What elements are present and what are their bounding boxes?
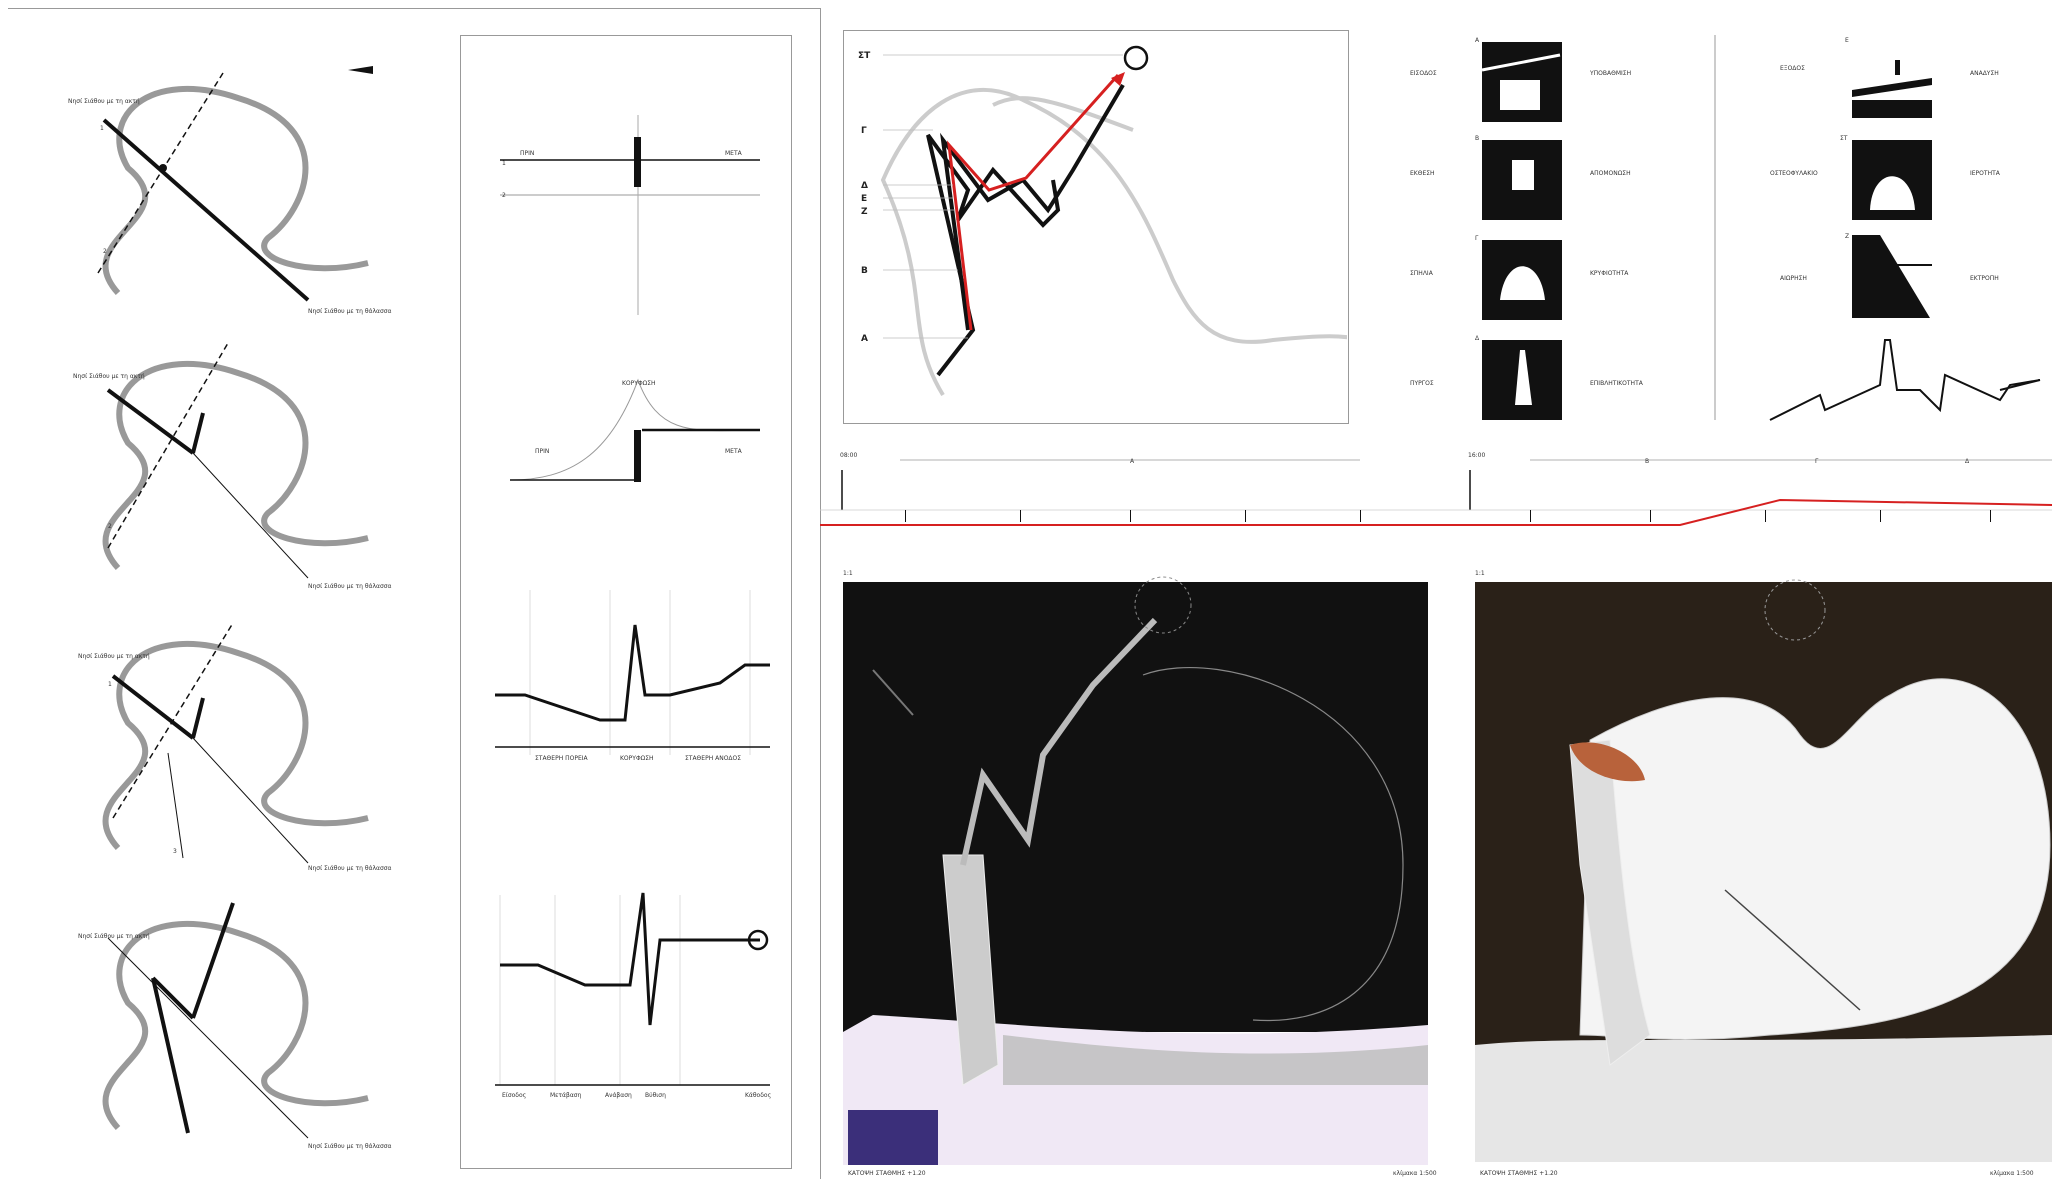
plan-scale: κλίμακα 1:500 (1990, 1170, 2034, 1177)
svg-text:Γ: Γ (1815, 458, 1819, 465)
station-label: ΣΤ (858, 51, 871, 61)
space-type-D: Δ ΠΥΡΓΟΣ ΕΠΙΒΛΗΤΙΚΟΤΗΤΑ (1410, 335, 1644, 420)
svg-text:1: 1 (502, 160, 506, 167)
svg-text:Γ: Γ (1475, 235, 1479, 242)
svg-text:ΑΝΑΔΥΣΗ: ΑΝΑΔΥΣΗ (1970, 70, 1999, 77)
plan-scale: κλίμακα 1:500 (1393, 1170, 1437, 1177)
site-diagram-1: Νησί Σιάθου με τη ακτή Νησί Σιάθου με τη… (68, 72, 392, 315)
start-caption: Νησί Σιάθου με τη ακτή (73, 373, 145, 380)
svg-text:ΣΤΑΘΕΡΗ ΑΝΟΔΟΣ: ΣΤΑΘΕΡΗ ΑΝΟΔΟΣ (685, 755, 741, 762)
svg-text:Β: Β (1645, 458, 1649, 465)
station-label: Β (861, 266, 868, 276)
svg-text:Δ: Δ (1965, 458, 1970, 465)
svg-text:Είσοδος: Είσοδος (502, 1092, 526, 1099)
end-caption: Νησί Σιάθου με τη θάλασσα (308, 583, 392, 590)
station-label: Ζ (861, 207, 868, 217)
svg-text:Βύθιση: Βύθιση (645, 1092, 666, 1099)
end-circle-icon (747, 929, 769, 951)
timeline-strip: 08:00 16:00 Α Β Γ Δ (820, 452, 2052, 526)
plan-right: 1:1 ΚΑΤΟΨΗ ΣΤΑΘΜΗΣ +1.20 κλίμακα 1:500 (1475, 570, 2052, 1177)
svg-text:Δ: Δ (1475, 335, 1480, 342)
space-type-B: Β ΕΚΘΕΣΗ ΑΠΟΜΟΝΩΣΗ (1410, 135, 1631, 220)
svg-text:1: 1 (108, 681, 112, 688)
section-frame (460, 35, 792, 1169)
site-diagrams: Νησί Σιάθου με τη ακτή Νησί Σιάθου με τη… (68, 66, 392, 1150)
site-diagram-2: Νησί Σιάθου με τη ακτή Νησί Σιάθου με τη… (73, 342, 392, 590)
svg-text:1:1: 1:1 (1475, 570, 1485, 577)
elevation-sketch (1769, 339, 2041, 421)
svg-text:16:00: 16:00 (1468, 452, 1485, 459)
section-wave: ΣΤΑΘΕΡΗ ΠΟΡΕΙΑ ΚΟΡΥΦΩΣΗ ΣΤΑΘΕΡΗ ΑΝΟΔΟΣ (495, 590, 770, 762)
plan-caption: ΚΑΤΟΨΗ ΣΤΑΘΜΗΣ +1.20 (848, 1170, 926, 1177)
svg-text:2: 2 (502, 192, 506, 199)
svg-text:ΟΣΤΕΟΦΥΛΑΚΙΟ: ΟΣΤΕΟΦΥΛΑΚΙΟ (1770, 170, 1818, 177)
svg-text:ΠΥΡΓΟΣ: ΠΥΡΓΟΣ (1410, 380, 1434, 387)
route-diagram: ΣΤ Γ Δ Ε Ζ Β Α (858, 45, 1347, 397)
space-type-G: Ζ ΑΙΩΡΗΣΗ ΕΚΤΡΟΠΗ (1780, 233, 1999, 318)
svg-text:ΠΡΙΝ: ΠΡΙΝ (520, 150, 534, 157)
end-caption: Νησί Σιάθου με τη θάλασσα (308, 865, 392, 872)
svg-text:ΣΠΗΛΙΑ: ΣΠΗΛΙΑ (1410, 270, 1434, 277)
svg-text:ΠΡΙΝ: ΠΡΙΝ (535, 448, 549, 455)
space-type-E: Ε ΕΞΟΔΟΣ ΑΝΑΔΥΣΗ (1780, 37, 1999, 122)
svg-text:3: 3 (173, 848, 177, 855)
start-caption: Νησί Σιάθου με τη ακτή (68, 98, 140, 105)
svg-text:Ε: Ε (1845, 37, 1849, 44)
section-before-after: ΠΡΙΝ ΜΕΤΑ 1 2 (500, 115, 760, 315)
svg-text:ΕΙΣΟΔΟΣ: ΕΙΣΟΔΟΣ (1410, 70, 1437, 77)
svg-text:Α: Α (1475, 37, 1480, 44)
start-caption: Νησί Σιάθου με τη ακτή (78, 653, 150, 660)
svg-text:08:00: 08:00 (840, 452, 857, 459)
svg-text:ΑΙΩΡΗΣΗ: ΑΙΩΡΗΣΗ (1780, 275, 1807, 282)
station-label: Γ (861, 126, 867, 136)
svg-text:ΕΠΙΒΛΗΤΙΚΟΤΗΤΑ: ΕΠΙΒΛΗΤΙΚΟΤΗΤΑ (1590, 380, 1644, 387)
svg-text:ΑΠΟΜΟΝΩΣΗ: ΑΠΟΜΟΝΩΣΗ (1590, 170, 1631, 177)
station-label: Ε (861, 194, 867, 204)
svg-text:ΙΕΡΟΤΗΤΑ: ΙΕΡΟΤΗΤΑ (1970, 170, 2001, 177)
section-diagrams: ΠΡΙΝ ΜΕΤΑ 1 2 ΚΟΡΥΦΩΣΗ ΠΡΙΝ ΜΕΤΑ ΣΤΑΘΕΡΗ… (495, 115, 771, 1099)
space-type-C: Γ ΣΠΗΛΙΑ ΚΡΥΦΙΟΤΗΤΑ (1410, 235, 1629, 320)
svg-text:ΕΚΘΕΣΗ: ΕΚΘΕΣΗ (1410, 170, 1435, 177)
north-arrow-icon (348, 66, 373, 74)
svg-text:ΕΞΟΔΟΣ: ΕΞΟΔΟΣ (1780, 65, 1805, 72)
svg-text:1:1: 1:1 (843, 570, 853, 577)
svg-text:ΕΚΤΡΟΠΗ: ΕΚΤΡΟΠΗ (1970, 275, 1999, 282)
site-diagram-3: Νησί Σιάθου με τη ακτή Νησί Σιάθου με τη… (78, 622, 392, 872)
svg-text:ΥΠΟΒΑΘΜΙΣΗ: ΥΠΟΒΑΘΜΙΣΗ (1589, 70, 1631, 77)
svg-text:ΣΤ: ΣΤ (1840, 135, 1848, 142)
left-panel-frame (8, 8, 821, 1179)
end-caption: Νησί Σιάθου με τη θάλασσα (308, 1143, 392, 1150)
svg-text:Ανάβαση: Ανάβαση (605, 1092, 632, 1099)
end-caption: Νησί Σιάθου με τη θάλασσα (308, 308, 392, 315)
svg-text:Κάθοδος: Κάθοδος (745, 1092, 771, 1099)
start-caption: Νησί Σιάθου με τη ακτή (78, 933, 150, 940)
svg-text:ΚΡΥΦΙΟΤΗΤΑ: ΚΡΥΦΙΟΤΗΤΑ (1590, 270, 1629, 277)
svg-text:2: 2 (108, 523, 112, 530)
route-frame (843, 30, 1349, 424)
svg-text:ΜΕΤΑ: ΜΕΤΑ (725, 448, 743, 455)
svg-text:ΣΤΑΘΕΡΗ ΠΟΡΕΙΑ: ΣΤΑΘΕΡΗ ΠΟΡΕΙΑ (535, 755, 589, 762)
space-type-A: Α ΕΙΣΟΔΟΣ ΥΠΟΒΑΘΜΙΣΗ (1410, 37, 1631, 122)
site-diagram-4: Νησί Σιάθου με τη ακτή Νησί Σιάθου με τη… (78, 902, 392, 1150)
destination-circle-icon (1123, 45, 1149, 71)
svg-text:Α: Α (1130, 458, 1135, 465)
svg-text:Β: Β (1475, 135, 1479, 142)
plan-left: 1:1 ΚΑΤΟΨΗ ΣΤΑΘΜΗΣ +1.20 κλίμακα 1:500 (843, 570, 1437, 1177)
station-label: Δ (861, 181, 868, 191)
section-timeline: Είσοδος Μετάβαση Ανάβαση Βύθιση Κάθοδος (495, 892, 771, 1099)
svg-text:2: 2 (103, 248, 107, 255)
station-label: Α (861, 334, 868, 344)
svg-text:ΚΟΡΥΦΩΣΗ: ΚΟΡΥΦΩΣΗ (622, 380, 656, 387)
plan-caption: ΚΑΤΟΨΗ ΣΤΑΘΜΗΣ +1.20 (1480, 1170, 1558, 1177)
space-type-F: ΣΤ ΟΣΤΕΟΦΥΛΑΚΙΟ ΙΕΡΟΤΗΤΑ (1770, 135, 2001, 220)
svg-text:ΜΕΤΑ: ΜΕΤΑ (725, 150, 743, 157)
section-peak: ΚΟΡΥΦΩΣΗ ΠΡΙΝ ΜΕΤΑ (509, 378, 761, 482)
svg-text:ΚΟΡΥΦΩΣΗ: ΚΟΡΥΦΩΣΗ (620, 755, 654, 762)
svg-text:Ζ: Ζ (1845, 233, 1849, 240)
svg-text:Μετάβαση: Μετάβαση (550, 1092, 582, 1099)
svg-text:1: 1 (100, 125, 104, 132)
space-types: Α ΕΙΣΟΔΟΣ ΥΠΟΒΑΘΜΙΣΗ Β ΕΚΘΕΣΗ ΑΠΟΜΟΝΩΣΗ … (1410, 35, 2041, 421)
